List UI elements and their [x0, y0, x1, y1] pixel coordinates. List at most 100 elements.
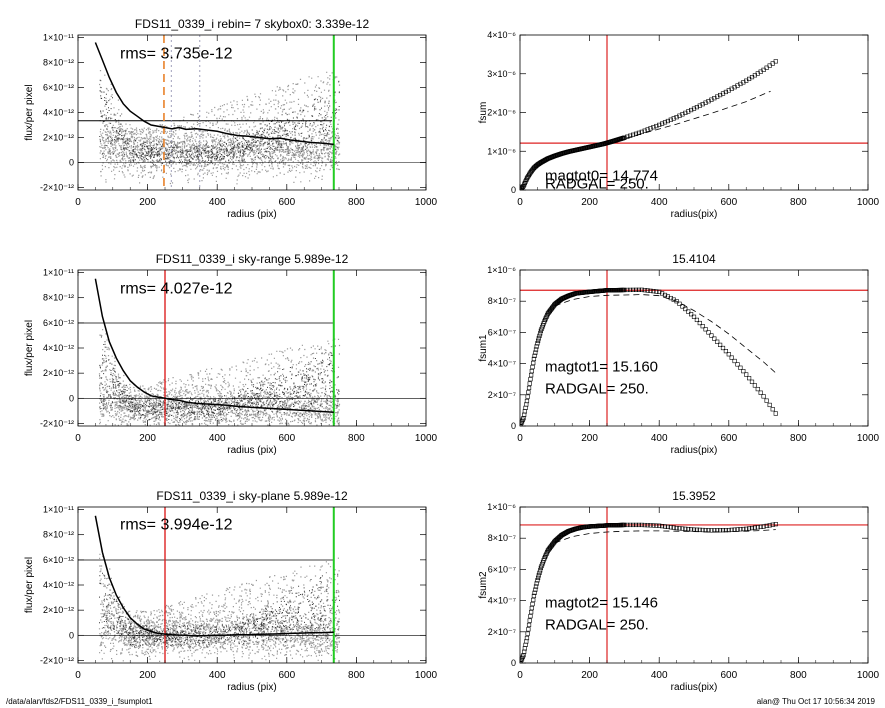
marker-series [520, 522, 778, 663]
y-tick-label: 3×10⁻⁶ [487, 69, 516, 79]
y-tick-label: 4×10⁻¹² [43, 108, 74, 118]
marker-point [625, 287, 630, 293]
x-tick-label: 800 [790, 197, 807, 208]
y-axis-label: flux/per pixel [24, 557, 35, 613]
marker-point [749, 525, 755, 531]
model-dashed-line [554, 529, 776, 544]
annotation: magtot1= 15.160 [545, 358, 658, 375]
y-tick-label: 2×10⁻⁷ [488, 627, 516, 637]
marker-point [720, 528, 726, 533]
x-tick-label: 0 [517, 433, 523, 444]
x-axis-label: radius(pix) [671, 209, 718, 220]
marker-point [654, 123, 659, 129]
x-tick-label: 800 [790, 670, 807, 681]
marker-point [532, 353, 537, 358]
y-tick-label: 6×10⁻¹² [43, 318, 74, 328]
marker-point [729, 527, 734, 532]
marker-point [657, 523, 662, 528]
x-tick-label: 800 [790, 433, 807, 444]
marker-point [659, 121, 665, 126]
marker-point [523, 642, 528, 648]
x-axis-label: radius (pix) [227, 445, 276, 456]
marker-point [532, 590, 537, 595]
marker-point [533, 584, 539, 589]
chart-panel-p3: 0 200 400 600 800 1000-2×10⁻¹²02×10⁻¹²4×10⁻¹²… [24, 252, 438, 456]
y-axis-label: flux/per pixel [24, 320, 35, 376]
marker-point [706, 99, 711, 104]
marker-point [630, 132, 636, 137]
y-tick-label: 1×10⁻⁶ [487, 502, 516, 512]
marker-point [773, 59, 778, 64]
y-tick-label: 1×10⁻¹¹ [43, 268, 74, 278]
marker-point [526, 627, 531, 632]
x-tick-label: 1000 [857, 670, 880, 681]
marker-point [628, 133, 633, 138]
marker-point [659, 524, 665, 529]
y-tick-label: 0 [69, 158, 74, 168]
x-tick-label: 0 [75, 197, 81, 208]
y-tick-label: 2×10⁻¹² [43, 605, 74, 615]
y-tick-label: 0 [511, 421, 516, 431]
x-tick-label: 400 [651, 670, 668, 681]
x-tick-label: 1000 [415, 433, 438, 444]
marker-point [526, 622, 532, 628]
marker-point [522, 409, 527, 414]
y-tick-label: 4×10⁻⁷ [488, 596, 516, 606]
marker-point [674, 525, 679, 531]
plot-inner [520, 270, 868, 426]
marker-point [744, 372, 749, 377]
marker-point [522, 649, 527, 654]
chart-title: 15.3952 [672, 489, 716, 503]
marker-point [764, 398, 769, 403]
annotation: RADGAL= 250. [545, 175, 649, 192]
marker-point [686, 309, 691, 314]
y-tick-label: 6×10⁻¹² [43, 555, 74, 565]
marker-point [522, 412, 527, 417]
marker-point [531, 356, 537, 362]
marker-point [770, 407, 775, 412]
marker-point [761, 67, 766, 72]
chart-title: FDS11_0339_i sky-range 5.989e-12 [156, 252, 349, 266]
marker-point [738, 527, 743, 532]
marker-point [691, 106, 697, 111]
marker-point [688, 107, 694, 113]
x-tick-label: 1000 [415, 197, 438, 208]
x-tick-label: 0 [75, 433, 81, 444]
marker-point [534, 344, 539, 349]
plot-inner [78, 35, 426, 190]
chart-title: FDS11_0339_i sky-plane 5.989e-12 [156, 489, 348, 503]
x-tick-label: 1000 [857, 433, 880, 444]
marker-point [531, 597, 536, 603]
marker-point [662, 524, 668, 529]
marker-point [700, 527, 705, 533]
x-tick-label: 200 [581, 197, 598, 208]
marker-point [674, 299, 679, 304]
scatter-points-dense [99, 336, 340, 421]
marker-point [677, 526, 682, 531]
y-tick-label: 8×10⁻⁷ [488, 533, 516, 543]
marker-point [533, 587, 538, 592]
marker-point [720, 345, 726, 351]
y-tick-label: 2×10⁻¹² [43, 133, 74, 143]
marker-point [662, 120, 668, 125]
y-tick-label: 4×10⁻¹² [43, 580, 74, 590]
y-tick-label: -2×10⁻¹² [40, 655, 74, 665]
x-tick-label: 1000 [415, 670, 438, 681]
y-tick-label: 8×10⁻⁷ [488, 296, 516, 306]
x-tick-label: 400 [651, 433, 668, 444]
marker-point [671, 525, 676, 530]
y-axis-label: flux/per pixel [24, 84, 35, 140]
marker-point [622, 135, 627, 140]
chart-panel-p5: 0 200 400 600 800 1000-2×10⁻¹²02×10⁻¹²4×10⁻¹²… [24, 489, 438, 693]
x-tick-label: 0 [517, 197, 523, 208]
chart-panel-p1: 0 200 400 600 800 1000-2×10⁻¹²02×10⁻¹²4×10⁻¹²… [24, 17, 438, 220]
x-axis-label: radius (pix) [227, 209, 276, 220]
scatter-points [98, 329, 341, 426]
marker-point [752, 383, 757, 388]
marker-point [657, 122, 662, 127]
marker-point [686, 526, 691, 532]
marker-point [677, 113, 682, 118]
marker-point [529, 368, 534, 374]
marker-point [761, 394, 766, 399]
marker-point [537, 333, 542, 338]
